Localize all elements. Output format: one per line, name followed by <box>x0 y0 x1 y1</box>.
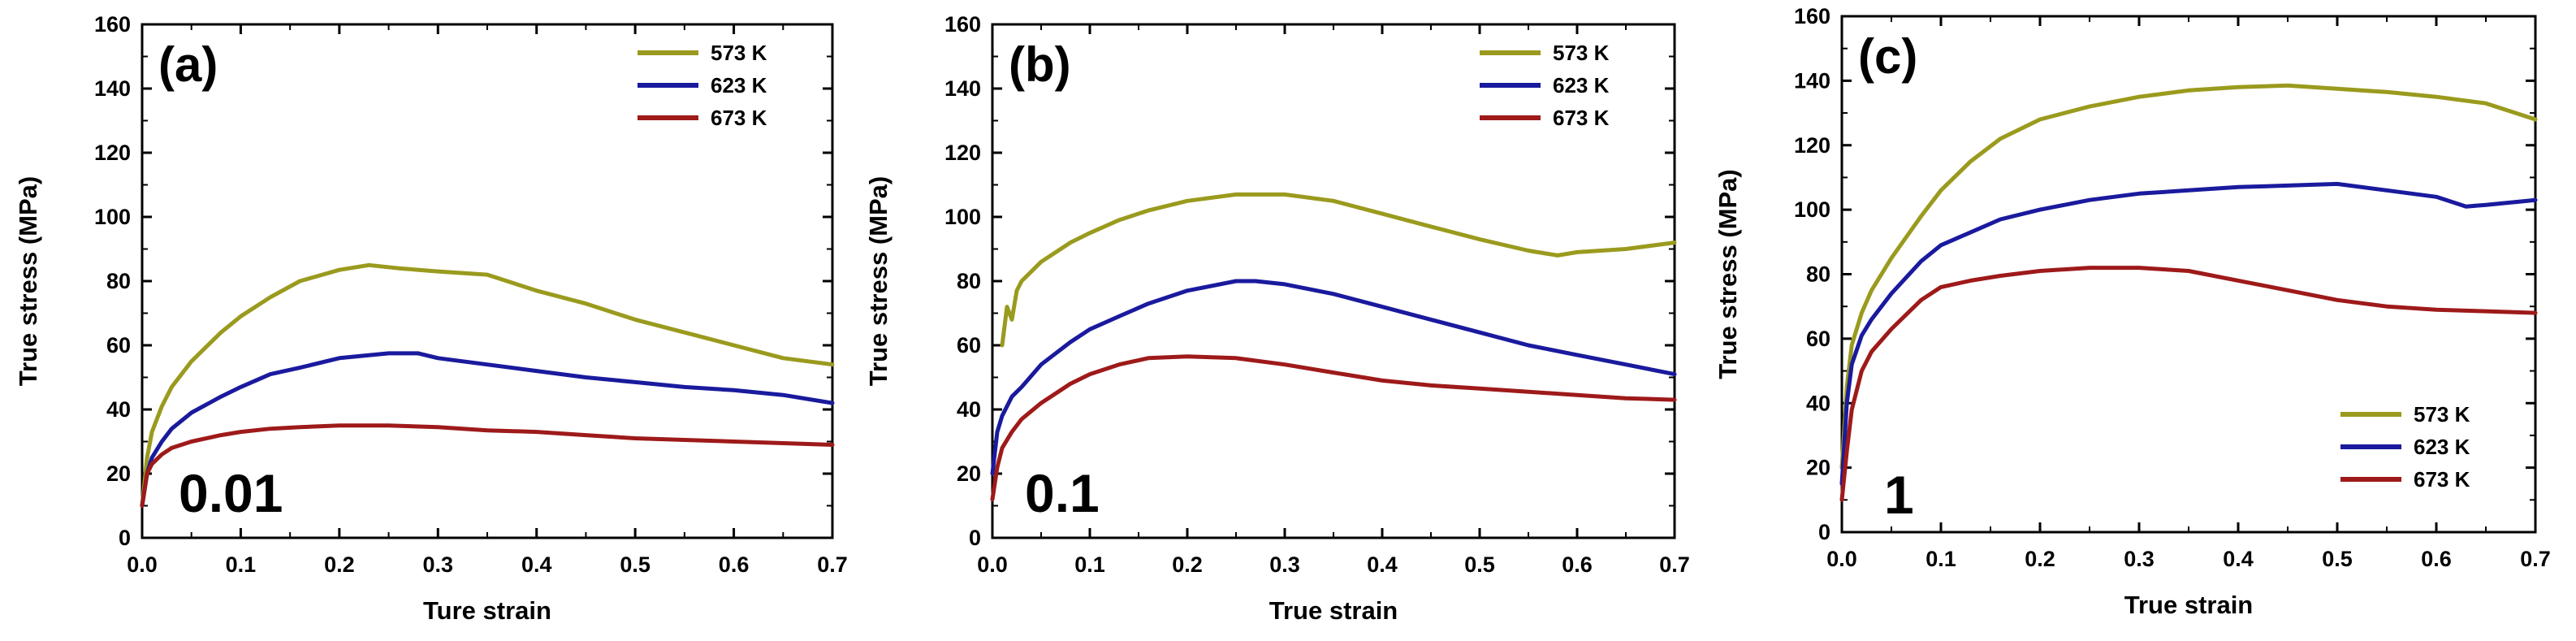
y-tick-label: 160 <box>944 12 981 37</box>
y-axis-title: True stress (MPa) <box>864 176 893 386</box>
x-tick-label: 0.3 <box>2124 547 2155 571</box>
x-tick-label: 0.0 <box>1826 547 1857 571</box>
x-tick-label: 0.2 <box>324 552 355 577</box>
x-tick-label: 0.3 <box>423 552 454 577</box>
series-line-623k <box>140 351 835 508</box>
strain-rate-label: 1 <box>1884 465 1914 525</box>
y-axis-title: True stress (MPa) <box>1714 169 1742 379</box>
x-tick-label: 0.2 <box>1172 552 1203 577</box>
x-tick-label: 0.1 <box>226 552 257 577</box>
legend-label: 623 K <box>1553 73 1610 97</box>
legend-label: 673 K <box>2414 467 2470 492</box>
x-tick-label: 0.7 <box>1659 552 1690 577</box>
x-tick-label: 0.1 <box>1074 552 1105 577</box>
y-tick-label: 20 <box>1806 456 1830 480</box>
x-tick-label: 0.7 <box>817 552 848 577</box>
strain-rate-label: 0.01 <box>179 463 283 523</box>
y-tick-label: 40 <box>1806 391 1830 415</box>
y-tick-label: 0 <box>969 526 981 550</box>
y-tick-label: 40 <box>957 397 981 422</box>
y-tick-label: 140 <box>944 76 981 101</box>
plot-frame <box>140 23 834 539</box>
legend-label: 673 K <box>1553 106 1610 130</box>
series-line-673k <box>140 423 835 508</box>
y-tick-label: 80 <box>1806 262 1830 287</box>
y-tick-label: 120 <box>94 141 131 165</box>
legend-label: 673 K <box>711 106 767 130</box>
x-tick-label: 0.5 <box>620 552 650 577</box>
series-line-573k <box>1839 83 2538 470</box>
y-tick-label: 80 <box>106 269 131 293</box>
x-tick-label: 0.7 <box>2520 547 2551 571</box>
y-tick-label: 40 <box>106 397 131 422</box>
x-tick-label: 0.4 <box>1367 552 1398 577</box>
legend-label: 573 K <box>1553 41 1610 65</box>
x-axis-title: True strain <box>2124 591 2254 619</box>
x-tick-label: 0.4 <box>521 552 552 577</box>
x-tick-label: 0.6 <box>1562 552 1593 577</box>
y-tick-label: 160 <box>1794 4 1830 28</box>
chart-panel-3: 0.0 0.1 0.2 0.3 0.4 0.5 0.6 0.7 0 20 40 60 80 100 120 1… <box>1714 4 2551 619</box>
y-tick-label: 140 <box>94 76 131 101</box>
y-tick-label: 20 <box>106 461 131 486</box>
panel-label: (b) <box>1009 37 1071 92</box>
x-tick-label: 0.2 <box>2025 547 2055 571</box>
x-tick-label: 0.5 <box>2322 547 2353 571</box>
x-tick-label: 0.0 <box>127 552 158 577</box>
y-tick-label: 100 <box>944 205 981 229</box>
y-axis-title: True stress (MPa) <box>14 176 42 386</box>
y-tick-label: 0 <box>1818 520 1830 544</box>
legend-label: 573 K <box>711 41 767 65</box>
x-tick-label: 0.6 <box>719 552 750 577</box>
y-tick-label: 140 <box>1794 68 1830 93</box>
x-tick-label: 0.6 <box>2421 547 2452 571</box>
series-line-573k <box>1000 192 1677 348</box>
y-tick-label: 0 <box>119 526 131 550</box>
y-tick-label: 100 <box>1794 197 1830 222</box>
y-tick-label: 120 <box>944 141 981 165</box>
chart-panel-2: 0.0 0.1 0.2 0.3 0.4 0.5 0.6 0.7 0 20 40 60 80 100 120 1… <box>864 12 1690 625</box>
panel-label: (c) <box>1858 29 1917 84</box>
x-tick-label: 0.1 <box>1926 547 1956 571</box>
y-tick-label: 20 <box>957 461 981 486</box>
legend-label: 623 K <box>2414 435 2470 459</box>
legend-label: 623 K <box>711 73 767 97</box>
series-line-673k <box>990 354 1677 502</box>
strain-rate-label: 0.1 <box>1025 463 1100 523</box>
x-tick-label: 0.5 <box>1464 552 1495 577</box>
series-line-623k <box>1839 181 2538 486</box>
y-tick-label: 60 <box>106 333 131 357</box>
x-tick-label: 0.3 <box>1269 552 1300 577</box>
series-line-623k <box>990 279 1677 476</box>
y-tick-label: 80 <box>957 269 981 293</box>
x-axis-title: Ture strain <box>423 596 551 625</box>
y-tick-label: 120 <box>1794 133 1830 158</box>
panel-label: (a) <box>158 37 218 92</box>
chart-panel-1: 0.0 0.1 0.2 0.3 0.4 0.5 0.6 0.7 0 20 40 60 80 100 120 1… <box>14 12 848 625</box>
y-tick-label: 160 <box>94 12 131 37</box>
series-line-673k <box>1839 266 2538 502</box>
y-tick-label: 60 <box>957 333 981 357</box>
series-line-573k <box>140 262 835 508</box>
x-axis-title: True strain <box>1269 596 1398 625</box>
plot-frame <box>991 23 1676 539</box>
x-tick-label: 0.4 <box>2223 547 2254 571</box>
y-tick-label: 60 <box>1806 327 1830 351</box>
x-tick-label: 0.0 <box>977 552 1008 577</box>
legend-label: 573 K <box>2414 402 2470 427</box>
y-tick-label: 100 <box>94 205 131 229</box>
